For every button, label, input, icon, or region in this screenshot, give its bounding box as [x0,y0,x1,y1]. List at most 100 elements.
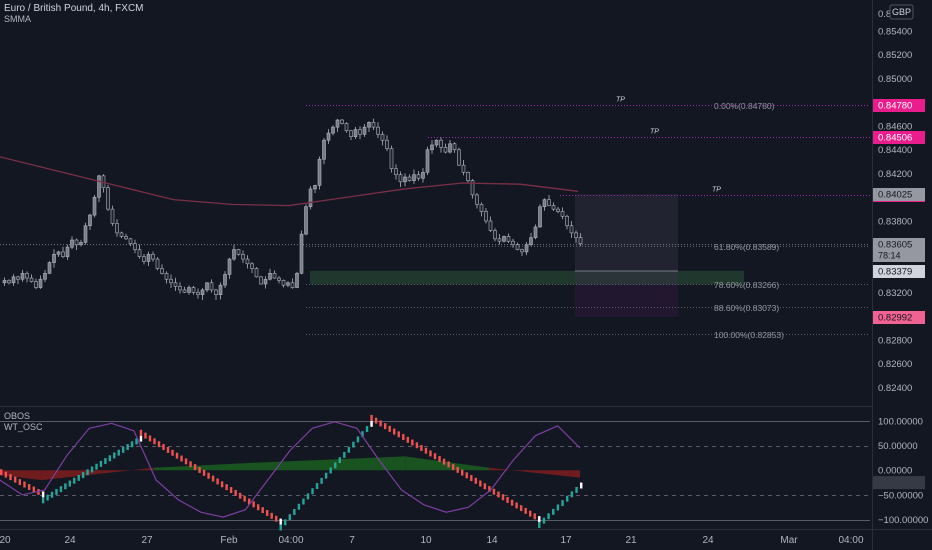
candle-body [358,129,362,135]
wt-bar [506,496,509,503]
wt-bar [225,484,228,491]
candle-body [439,139,443,148]
candle-body [295,272,299,288]
wt-bar [13,476,17,483]
candle-body [326,132,331,141]
candle-body [191,287,196,293]
wt-bar [329,467,332,474]
candle-body [511,240,515,246]
wt-bar [347,446,351,453]
time-axis-label: 24 [64,535,76,546]
osc-histogram [0,470,42,481]
wt-bar [438,455,441,462]
wt-bar [41,491,45,498]
currency-button[interactable]: GBP [889,4,914,20]
candle-body [394,168,398,175]
osc-histogram [489,467,580,478]
candle-body [263,278,268,285]
candle-body [299,233,304,274]
wt-bar [166,446,170,453]
candle-body [209,282,214,291]
wt-bar [95,463,98,470]
osc-histogram [405,456,490,471]
wt-bar [288,514,292,521]
wt-bar [479,480,482,487]
candle-body [412,174,416,181]
wt-bar [515,502,518,509]
candle-body [380,133,385,141]
candle-body [169,278,173,284]
wt-bar [488,486,491,492]
wt-osc-label: WT_OSC [4,422,43,432]
candle-body [416,174,421,179]
wt-bar [211,475,215,482]
wt-bar [383,423,387,430]
candle-body [317,158,322,186]
wt-bar [104,458,107,465]
tp-label: TP [650,129,659,136]
candle-body [344,123,349,132]
wt-bar [193,464,197,471]
smma-line [0,156,579,207]
tp-price-label: 0.84780 [878,101,912,112]
wt-bar [41,497,45,504]
osc-tick-label: 0.00000 [878,466,912,477]
wt-bar [334,462,337,469]
candle-body [515,244,520,250]
candle-body [178,286,182,291]
price-tick-label: 0.85200 [878,50,912,61]
wt-bar [18,479,22,486]
wt-bar [99,460,103,467]
wt-bar [552,508,555,515]
wt-bar [202,469,206,476]
price-tick-label: 0.84400 [878,145,912,156]
wt-bar [538,516,541,523]
wt-bar [547,513,550,520]
wt-bar [442,458,446,465]
wt-bar [561,500,564,507]
candle-body [97,175,101,198]
wt-bar [77,474,80,481]
candle-body [322,139,326,160]
wt-bar [293,508,296,515]
candle-body [461,164,466,173]
candle-body [466,171,470,181]
wt-bar [247,498,251,505]
wt-bar [447,461,450,468]
axis-price-label: 0.83379 [878,267,912,278]
candle-body [304,206,308,235]
wt-bar [148,435,152,442]
time-axis-label: 7 [349,535,355,546]
axis-price-tag [873,238,925,262]
wt-bar [501,494,505,501]
wt-bar [184,458,188,465]
wt-bar [130,441,134,448]
price-tick-label: 0.84600 [878,121,912,132]
candle-body [110,208,115,224]
candle-body [551,205,556,210]
currency-button-frame [889,4,914,20]
candle-body [7,280,11,284]
time-axis-label: 17 [560,535,572,546]
tp-label: TP [616,97,625,104]
candle-body [340,119,344,124]
candle-body [250,263,254,269]
candle-body [349,130,353,137]
candle-body [470,180,475,196]
candle-body [443,147,448,153]
candle-body [578,237,583,244]
time-axis-label: 14 [486,535,498,546]
candle-body [353,129,358,137]
wt-bar [171,449,174,456]
candle-body [425,149,430,173]
axis-price-tag [873,265,925,278]
wt-bar [519,505,523,512]
candle-body [119,232,124,237]
candle-body [403,176,407,183]
wt-bar [189,461,192,468]
candle-body [25,272,29,279]
wt-bar [365,426,369,432]
wt-bar [229,487,233,494]
candle-body [452,143,457,151]
